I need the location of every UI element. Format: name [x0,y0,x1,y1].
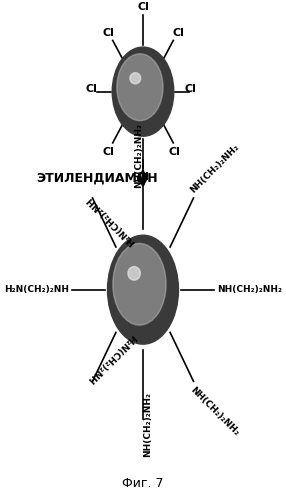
Text: NH(CH₂)₂NH₂: NH(CH₂)₂NH₂ [143,392,152,457]
Text: Cl: Cl [137,172,149,182]
Text: Cl: Cl [102,147,114,157]
Ellipse shape [108,235,178,344]
Text: ЭТИЛЕНДИАМИН: ЭТИЛЕНДИАМИН [37,172,158,185]
Text: Cl: Cl [184,84,196,94]
Ellipse shape [128,266,140,280]
Ellipse shape [130,73,141,84]
Text: Cl: Cl [168,147,180,157]
Text: NH(CH₂)₂NH₂: NH(CH₂)₂NH₂ [134,123,143,188]
Ellipse shape [117,54,163,121]
Text: Фиг. 7: Фиг. 7 [122,477,164,490]
Ellipse shape [113,244,166,325]
Text: H₂N(CH₂)₂NH: H₂N(CH₂)₂NH [84,332,137,385]
Text: Cl: Cl [137,2,149,12]
Text: Cl: Cl [102,28,114,38]
Text: H₂N(CH₂)₂NH: H₂N(CH₂)₂NH [84,195,137,247]
Text: H₂N(CH₂)₂NH: H₂N(CH₂)₂NH [4,285,69,294]
Text: Cl: Cl [172,28,184,38]
Ellipse shape [112,47,174,136]
Text: NH(CH₂)₂NH₂: NH(CH₂)₂NH₂ [189,142,241,195]
Text: NH(CH₂)₂NH₂: NH(CH₂)₂NH₂ [217,285,282,294]
Text: NH(CH₂)₂NH₂: NH(CH₂)₂NH₂ [189,385,241,437]
Text: Cl: Cl [85,84,97,94]
